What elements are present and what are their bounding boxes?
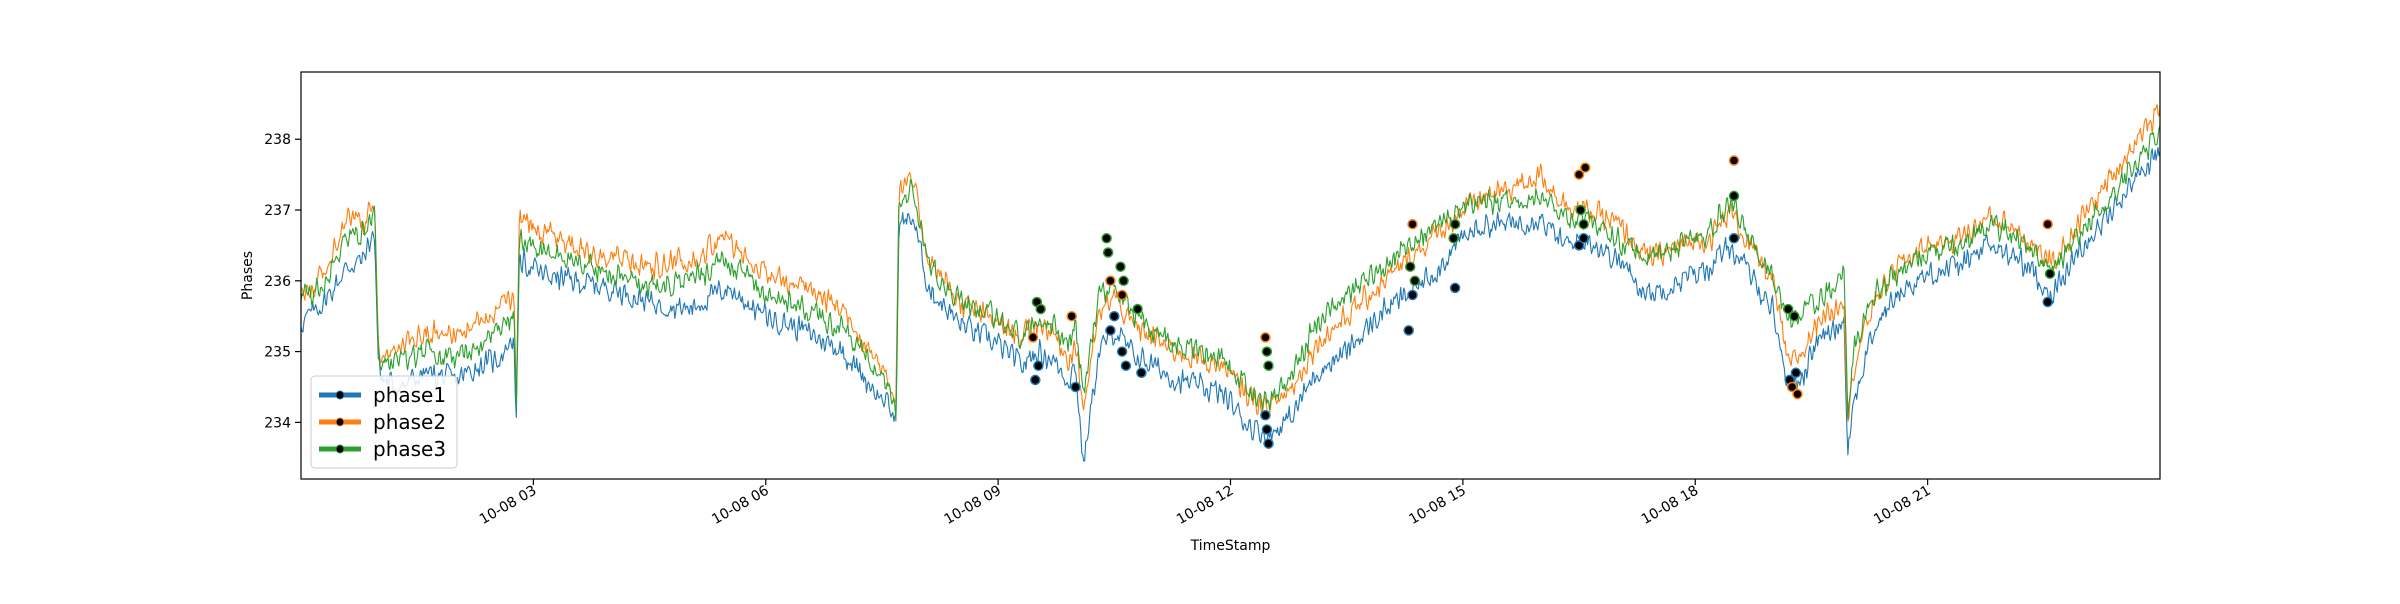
y-tick-label: 237 (264, 203, 291, 219)
series-line-phase2 (300, 103, 2161, 422)
legend-label-phase1: phase1 (373, 383, 446, 407)
y-tick-label: 238 (264, 132, 291, 148)
anomaly-marker-phase3 (1578, 218, 1589, 230)
legend-marker-phase2 (335, 417, 345, 427)
x-tick-label: 10-08 06 (709, 483, 772, 528)
anomaly-marker-phase1 (1070, 381, 1081, 393)
x-tick-label: 10-08 12 (1174, 483, 1237, 528)
anomaly-marker-phase2 (1792, 388, 1803, 400)
anomaly-marker-phase2 (1580, 162, 1591, 173)
x-tick-label: 10-08 03 (477, 483, 540, 528)
x-axis: 10-08 03 10-08 06 10-08 09 10-08 12 10-08 15… (477, 479, 1934, 528)
anomaly-marker-phase3 (1118, 275, 1129, 287)
marker-layer (1027, 155, 2056, 449)
anomaly-marker-phase1 (1109, 310, 1120, 322)
y-tick-label: 235 (264, 345, 291, 361)
y-tick-label: 234 (264, 415, 291, 431)
anomaly-marker-phase2 (1066, 310, 1077, 322)
legend-box (310, 375, 458, 469)
x-tick-label: 10-08 21 (1871, 483, 1934, 528)
anomaly-marker-phase3 (1449, 218, 1461, 230)
plot-frame (300, 71, 2161, 480)
anomaly-marker-phase3 (1782, 303, 1794, 315)
legend: phase1 phase2 phase3 (310, 375, 458, 469)
anomaly-marker-phase1 (1263, 438, 1274, 449)
x-tick-label: 10-08 15 (1406, 483, 1469, 528)
anomaly-marker-phase3 (1132, 303, 1143, 315)
series-layer (300, 103, 2161, 462)
anomaly-marker-phase3 (1263, 360, 1274, 371)
anomaly-marker-phase1 (2042, 296, 2053, 308)
anomaly-marker-phase2 (1027, 332, 1039, 343)
legend-marker-phase1 (335, 390, 345, 400)
anomaly-marker-phase3 (1115, 261, 1126, 272)
anomaly-marker-phase2 (1728, 155, 1740, 166)
anomaly-marker-phase2 (1116, 289, 1128, 301)
anomaly-marker-phase1 (1403, 325, 1414, 336)
anomaly-marker-phase3 (1261, 346, 1273, 357)
anomaly-marker-phase1 (1120, 360, 1132, 371)
anomaly-marker-phase1 (1728, 233, 1740, 244)
y-axis-label: Phases (240, 251, 256, 300)
y-axis: 234 235 236 237 238 (264, 132, 301, 431)
anomaly-marker-phase1 (1033, 360, 1044, 371)
legend-label-phase2: phase2 (373, 410, 446, 434)
anomaly-marker-phase3 (1448, 233, 1459, 244)
anomaly-marker-phase1 (1578, 233, 1589, 244)
y-tick-label: 236 (264, 274, 291, 290)
series-line-phase1 (300, 146, 2161, 462)
x-axis-label: TimeStamp (1190, 538, 1271, 554)
anomaly-marker-phase1 (1116, 346, 1128, 357)
series-line-phase3 (300, 125, 2161, 422)
anomaly-marker-phase1 (1260, 410, 1271, 421)
anomaly-marker-phase2 (1407, 218, 1418, 230)
anomaly-marker-phase3 (2044, 268, 2056, 279)
anomaly-marker-phase1 (1105, 325, 1116, 336)
anomaly-marker-phase2 (1786, 381, 1798, 393)
anomaly-marker-phase1 (1261, 424, 1273, 435)
anomaly-marker-phase3 (1101, 233, 1112, 244)
legend-label-phase3: phase3 (373, 437, 446, 461)
anomaly-marker-phase2 (2042, 218, 2053, 230)
anomaly-marker-phase1 (1407, 289, 1418, 301)
anomaly-marker-phase3 (1409, 275, 1421, 287)
anomaly-marker-phase3 (1102, 247, 1114, 258)
x-tick-label: 10-08 18 (1639, 483, 1702, 528)
legend-marker-phase3 (335, 444, 345, 454)
anomaly-marker-phase1 (1790, 367, 1802, 379)
anomaly-marker-phase3 (1035, 303, 1046, 315)
anomaly-marker-phase2 (1573, 169, 1585, 180)
anomaly-marker-phase1 (1136, 367, 1147, 379)
anomaly-marker-phase3 (1728, 190, 1740, 202)
anomaly-marker-phase3 (1789, 310, 1800, 322)
anomaly-marker-phase1 (1030, 374, 1041, 386)
anomaly-marker-phase2 (1105, 275, 1116, 287)
x-tick-label: 10-08 09 (942, 483, 1005, 528)
anomaly-marker-phase3 (1404, 261, 1416, 272)
anomaly-marker-phase1 (1573, 240, 1585, 251)
anomaly-marker-phase2 (1260, 332, 1271, 343)
anomaly-marker-phase3 (1575, 204, 1586, 216)
anomaly-marker-phase1 (1449, 282, 1461, 294)
